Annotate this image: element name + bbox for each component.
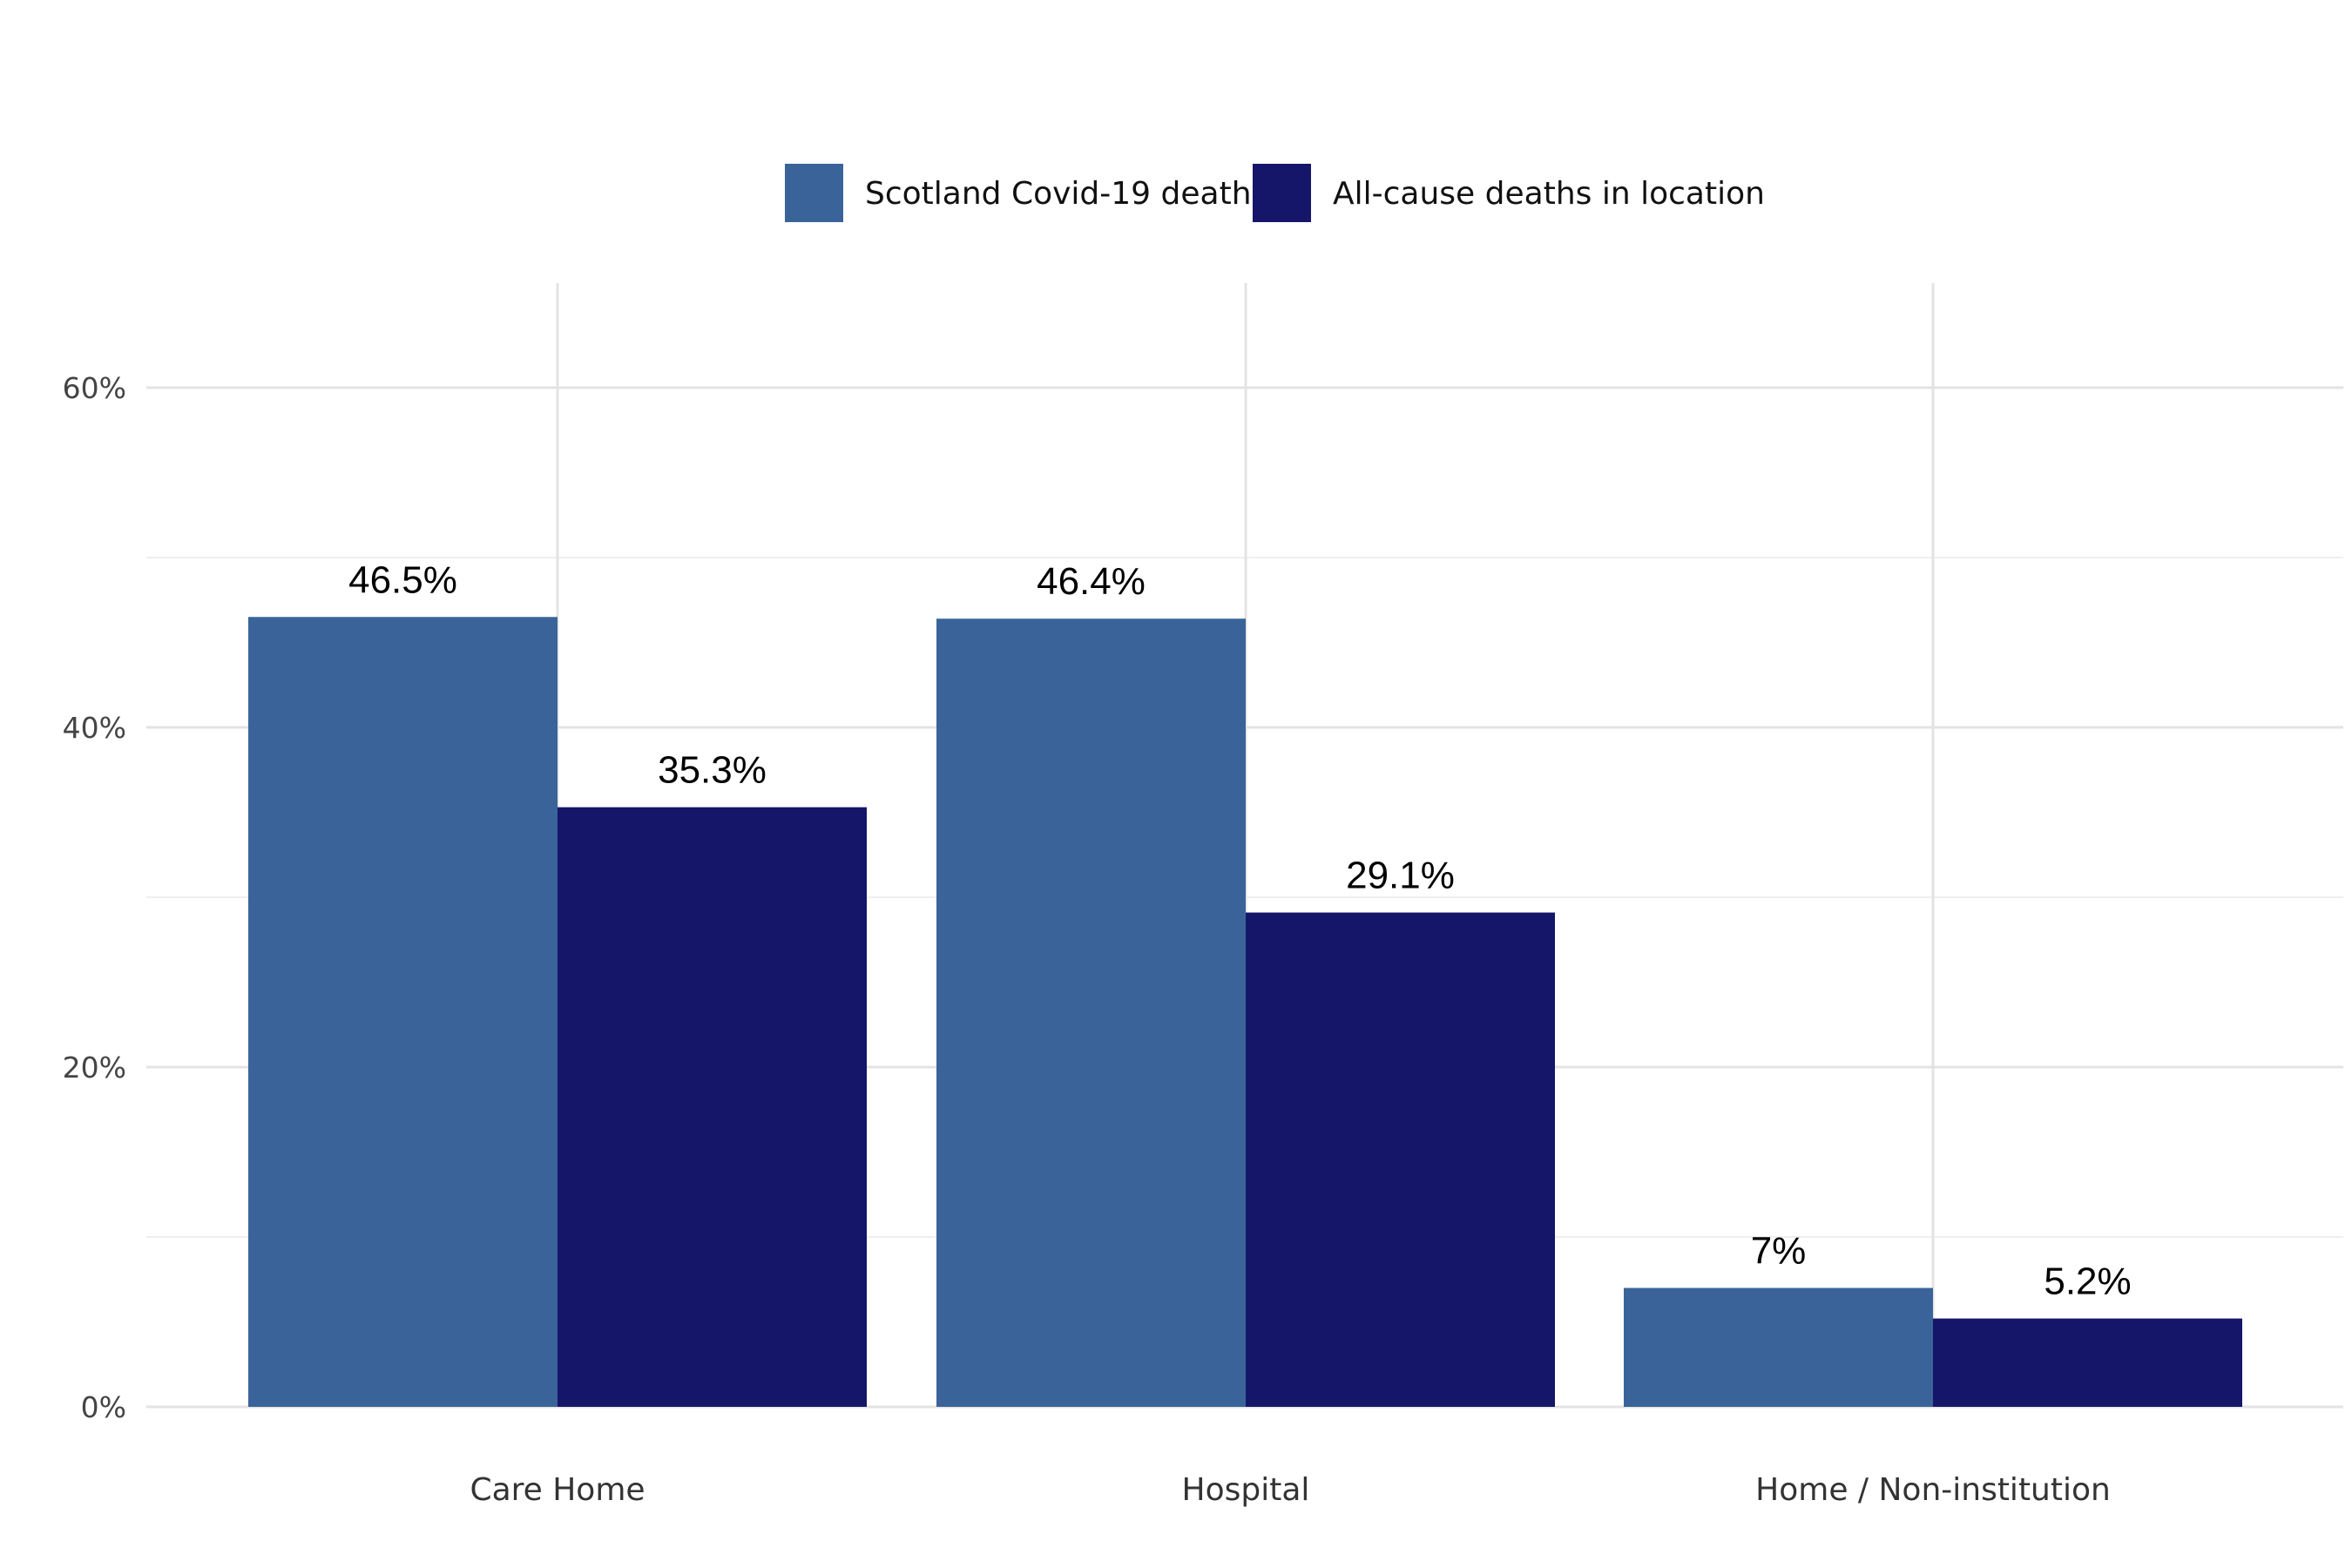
y-tick-label: 20% <box>63 1051 126 1085</box>
legend-key <box>1253 164 1311 222</box>
y-tick-label: 40% <box>63 711 126 745</box>
bar-all-cause-2 <box>1933 1318 2242 1407</box>
x-tick-label: Hospital <box>1182 1472 1310 1508</box>
bar-all-cause-0 <box>558 807 867 1407</box>
y-axis-tick-labels: 0% 20% 40% 60% <box>63 371 126 1424</box>
data-label: 5.2% <box>2044 1260 2131 1303</box>
data-label: 7% <box>1751 1230 1807 1273</box>
bar-covid-2 <box>1624 1288 1933 1407</box>
data-label: 29.1% <box>1346 855 1455 897</box>
x-axis-tick-labels: Care Home Hospital Home / Non-institution <box>470 1472 2110 1508</box>
data-label: 46.4% <box>1037 560 1146 603</box>
bar-covid-1 <box>936 618 1246 1407</box>
y-tick-label: 60% <box>63 371 126 405</box>
x-tick-label: Home / Non-institution <box>1755 1472 2111 1508</box>
legend-label: Scotland Covid-19 deaths <box>865 176 1267 212</box>
x-tick-label: Care Home <box>470 1472 645 1508</box>
data-label: 35.3% <box>658 749 767 792</box>
bars <box>248 617 2242 1407</box>
legend: Scotland Covid-19 deaths All-cause deaths… <box>785 164 1765 222</box>
legend-key <box>785 164 843 222</box>
y-tick-label: 0% <box>81 1390 126 1424</box>
bar-covid-0 <box>248 617 558 1407</box>
bar-all-cause-1 <box>1246 912 1555 1407</box>
data-label: 46.5% <box>348 558 457 601</box>
data-labels: 46.5% 46.4% 7% 35.3% 29.1% 5.2% <box>348 558 2132 1302</box>
legend-label: All-cause deaths in location <box>1333 176 1765 212</box>
